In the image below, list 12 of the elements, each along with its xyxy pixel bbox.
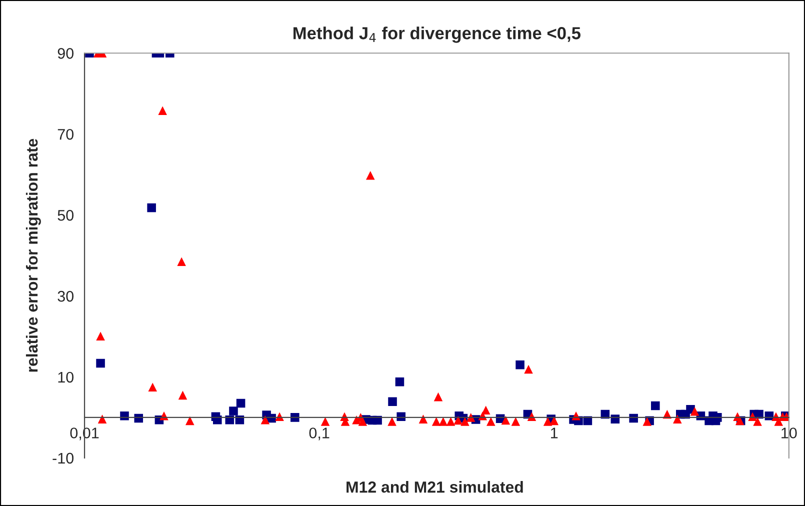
- y-tick-label: 70: [58, 128, 74, 140]
- x-tick-label: 1: [551, 428, 558, 438]
- x-tick-label: 10: [782, 428, 797, 438]
- y-tick-label: 10: [58, 372, 74, 383]
- x-axis-title: M12 and M21 simulated: [346, 480, 523, 493]
- chart-title: Method J$_{4}$ for divergence time <0,5: [294, 26, 581, 43]
- y-tick-label: 30: [58, 290, 74, 302]
- x-tick-label: 0,1: [309, 428, 330, 440]
- y-tick-label: -10: [52, 452, 74, 464]
- y-tick-label: 50: [58, 210, 74, 221]
- y-tick-label: 90: [58, 48, 74, 59]
- y-axis-title: relative error for migration rate: [26, 138, 41, 372]
